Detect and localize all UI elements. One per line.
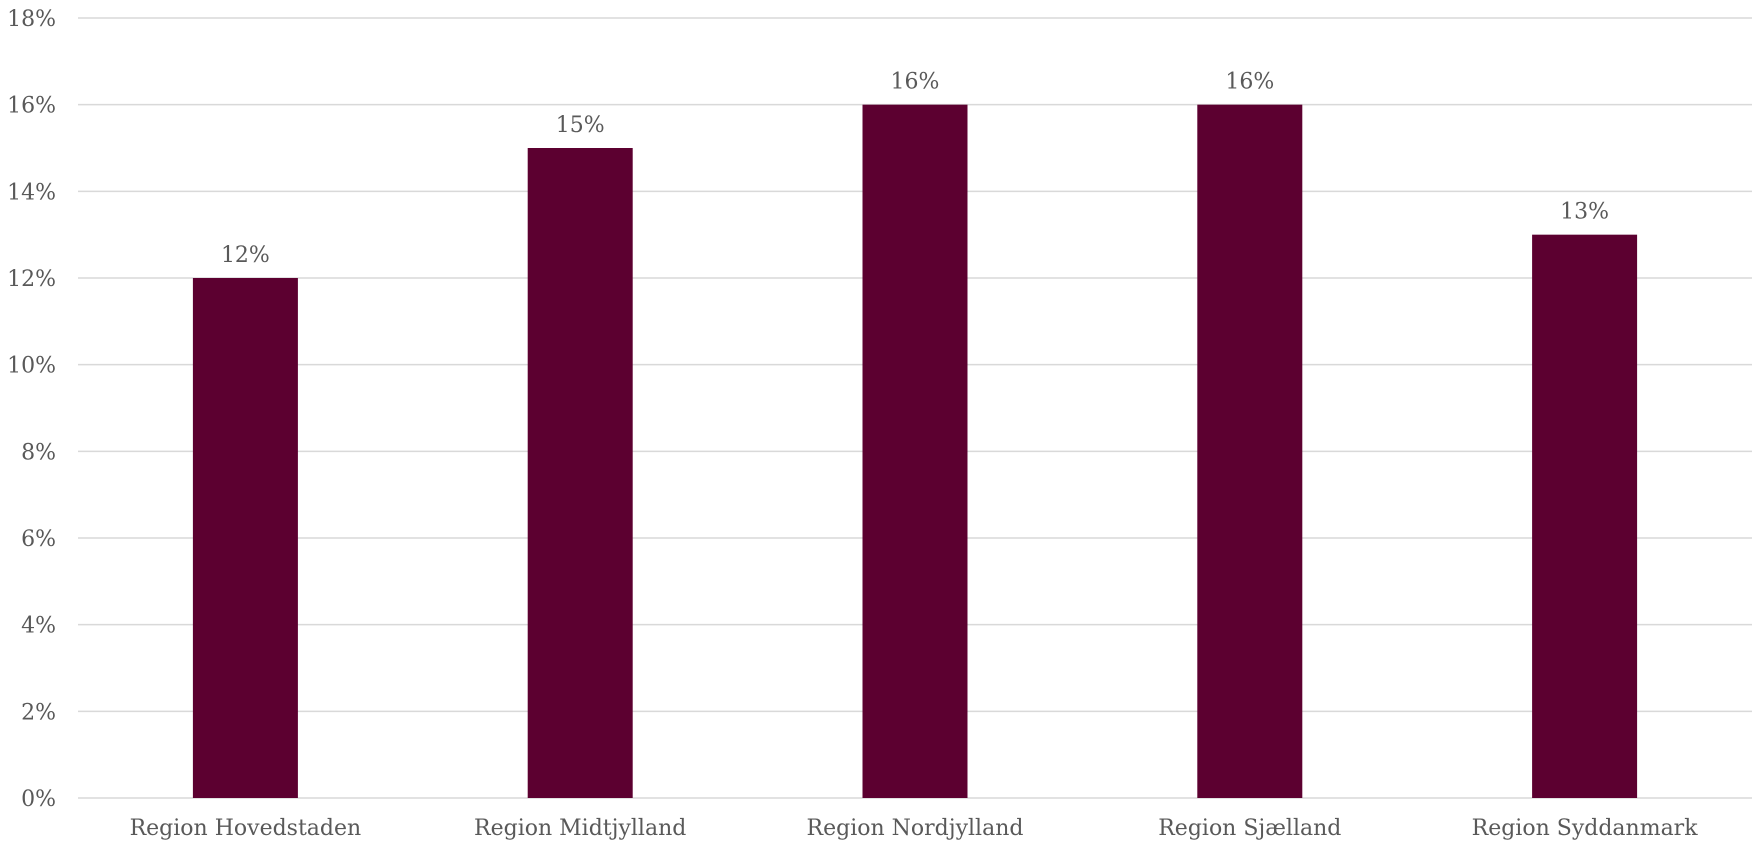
x-category-label: Region Nordjylland xyxy=(807,816,1024,841)
data-label: 16% xyxy=(891,70,940,95)
y-tick-label: 12% xyxy=(7,267,56,292)
y-tick-label: 18% xyxy=(7,7,56,32)
bars xyxy=(192,104,1638,798)
y-tick-label: 16% xyxy=(7,94,56,119)
data-label: 16% xyxy=(1225,70,1274,95)
y-axis-tick-labels: 0% 2% 4% 6% 8% 10% 12% 14% 16% 18% xyxy=(7,7,56,812)
bar xyxy=(862,104,968,798)
x-axis-category-labels: Region Hovedstaden Region Midtjylland Regi… xyxy=(130,816,1699,841)
bar xyxy=(192,278,298,798)
y-tick-label: 14% xyxy=(7,180,56,205)
x-category-label: Region Syddanmark xyxy=(1472,816,1699,841)
x-category-label: Region Sjælland xyxy=(1158,816,1341,841)
data-label: 12% xyxy=(221,243,270,268)
bar xyxy=(527,148,633,798)
bar xyxy=(1197,104,1303,798)
x-category-label: Region Hovedstaden xyxy=(130,816,362,841)
y-tick-label: 10% xyxy=(7,354,56,379)
y-tick-label: 2% xyxy=(21,700,56,725)
y-tick-label: 6% xyxy=(21,527,56,552)
data-label: 15% xyxy=(556,113,605,138)
data-labels: 12% 15% 16% 16% 13% xyxy=(221,70,1609,268)
y-tick-label: 0% xyxy=(21,787,56,812)
x-category-label: Region Midtjylland xyxy=(474,816,686,841)
y-tick-label: 4% xyxy=(21,614,56,639)
bar xyxy=(1532,234,1638,798)
data-label: 13% xyxy=(1560,200,1609,225)
y-tick-label: 8% xyxy=(21,440,56,465)
